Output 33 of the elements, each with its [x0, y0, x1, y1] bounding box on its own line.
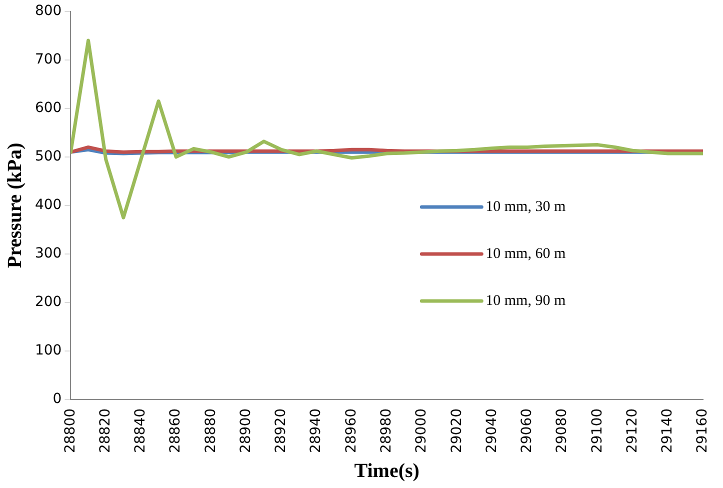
legend-label: 10 mm, 90 m — [486, 292, 566, 309]
legend-label: 10 mm, 60 m — [486, 246, 566, 262]
y-tick-label: 0 — [52, 391, 62, 408]
y-tick-label: 500 — [34, 148, 62, 165]
x-tick-label: 29100 — [589, 408, 606, 454]
x-tick-label: 28960 — [343, 408, 360, 454]
x-tick-label: 29120 — [624, 408, 640, 454]
x-tick-label: 29020 — [448, 408, 465, 454]
x-tick-label: 29000 — [414, 408, 430, 454]
y-tick-label: 600 — [34, 100, 62, 116]
x-tick-label: 28860 — [168, 408, 184, 454]
x-axis-title: Time(s) — [354, 460, 420, 482]
y-axis-title: Pressure (kPa) — [4, 142, 26, 268]
x-tick-label: 29140 — [660, 408, 676, 454]
x-tick-label: 29040 — [484, 408, 500, 454]
legend-label: 10 mm, 30 m — [486, 198, 566, 215]
x-tick-label: 28980 — [378, 408, 394, 454]
x-tick-label: 28920 — [273, 408, 290, 454]
y-tick-label: 300 — [34, 246, 62, 262]
y-tick-label: 400 — [34, 197, 62, 214]
y-tick-label: 100 — [34, 342, 62, 359]
x-tick-label: 29160 — [694, 408, 711, 454]
y-tick-label: 700 — [34, 52, 62, 68]
x-tick-label: 28820 — [97, 408, 114, 454]
x-tick-label: 28940 — [308, 408, 324, 454]
x-tick-label: 28840 — [132, 408, 149, 454]
y-tick-label: 800 — [34, 3, 62, 20]
x-tick-label: 28880 — [202, 408, 219, 454]
x-tick-label: 29080 — [554, 408, 570, 454]
x-tick-label: 28900 — [238, 408, 254, 454]
x-tick-label: 29060 — [519, 408, 536, 454]
y-tick-label: 200 — [34, 294, 62, 310]
x-tick-label: 28800 — [62, 408, 78, 454]
